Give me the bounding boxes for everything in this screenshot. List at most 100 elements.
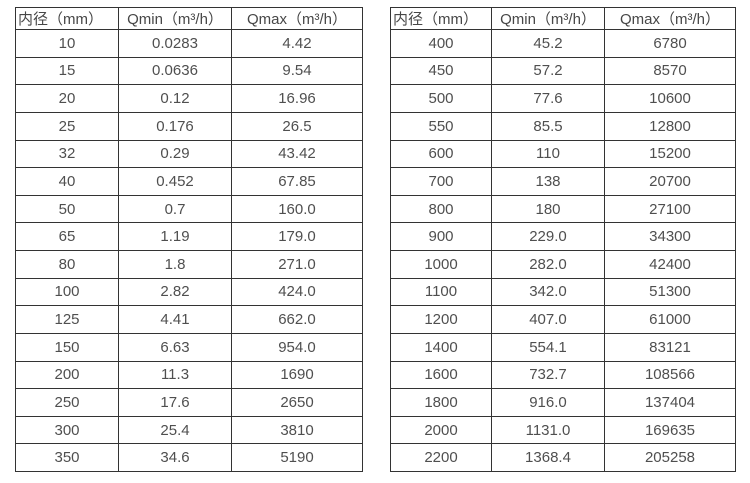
table-cell: 8570 xyxy=(604,56,736,86)
column-header-diameter: 内径（mm） xyxy=(390,7,492,30)
table-row: 40 0.452 67.85 xyxy=(15,167,363,196)
table-cell: 1100 xyxy=(390,277,492,307)
table-cell: 51300 xyxy=(604,277,736,307)
table-cell: 954.0 xyxy=(231,332,363,362)
table-cell: 271.0 xyxy=(231,250,363,279)
table-cell: 407.0 xyxy=(491,305,605,334)
table-cell: 6.63 xyxy=(118,332,232,362)
table-row: 300 25.4 3810 xyxy=(15,415,363,445)
table-cell: 20700 xyxy=(604,167,736,196)
table-row: 200 11.3 1690 xyxy=(15,360,363,390)
table-cell: 43.42 xyxy=(231,139,363,169)
table-cell: 61000 xyxy=(604,305,736,334)
table-cell: 1200 xyxy=(390,305,492,334)
table-cell: 2200 xyxy=(390,443,492,472)
table-cell: 400 xyxy=(390,29,492,58)
table-cell: 11.3 xyxy=(118,360,232,390)
table-cell: 150 xyxy=(15,332,119,362)
table-row: 450 57.2 8570 xyxy=(390,56,736,86)
flow-table-large-diameters: 内径（mm） Qmin（m³/h） Qmax（m³/h） 400 45.2 6780… xyxy=(390,7,736,472)
table-cell: 0.0636 xyxy=(118,56,232,86)
table-cell: 67.85 xyxy=(231,167,363,196)
table-cell: 32 xyxy=(15,139,119,169)
table-row: 1100 342.0 51300 xyxy=(390,277,736,307)
table-row: 150 6.63 954.0 xyxy=(15,332,363,362)
table-cell: 2000 xyxy=(390,415,492,445)
table-cell: 1400 xyxy=(390,332,492,362)
table-row: 50 0.7 160.0 xyxy=(15,194,363,224)
table-cell: 662.0 xyxy=(231,305,363,334)
table-cell: 26.5 xyxy=(231,111,363,141)
table-cell: 500 xyxy=(390,84,492,113)
table-cell: 80 xyxy=(15,250,119,279)
table-cell: 45.2 xyxy=(491,29,605,58)
table-cell: 0.452 xyxy=(118,167,232,196)
table-row: 80 1.8 271.0 xyxy=(15,250,363,279)
table-header-row: 内径（mm） Qmin（m³/h） Qmax（m³/h） xyxy=(15,7,363,30)
table-cell: 2650 xyxy=(231,388,363,417)
table-row: 1000 282.0 42400 xyxy=(390,250,736,279)
table-cell: 27100 xyxy=(604,194,736,224)
table-cell: 554.1 xyxy=(491,332,605,362)
table-cell: 600 xyxy=(390,139,492,169)
table-cell: 40 xyxy=(15,167,119,196)
table-cell: 34.6 xyxy=(118,443,232,472)
table-cell: 700 xyxy=(390,167,492,196)
table-cell: 15200 xyxy=(604,139,736,169)
flow-table-small-diameters: 内径（mm） Qmin（m³/h） Qmax（m³/h） 10 0.0283 4.4… xyxy=(15,7,363,472)
table-cell: 83121 xyxy=(604,332,736,362)
table-cell: 0.29 xyxy=(118,139,232,169)
table-row: 100 2.82 424.0 xyxy=(15,277,363,307)
table-cell: 800 xyxy=(390,194,492,224)
table-cell: 50 xyxy=(15,194,119,224)
column-header-diameter: 内径（mm） xyxy=(15,7,119,30)
table-cell: 1600 xyxy=(390,360,492,390)
table-row: 700 138 20700 xyxy=(390,167,736,196)
table-cell: 229.0 xyxy=(491,222,605,251)
table-cell: 137404 xyxy=(604,388,736,417)
table-row: 20 0.12 16.96 xyxy=(15,84,363,113)
table-cell: 17.6 xyxy=(118,388,232,417)
table-row: 10 0.0283 4.42 xyxy=(15,29,363,58)
table-cell: 34300 xyxy=(604,222,736,251)
table-cell: 16.96 xyxy=(231,84,363,113)
table-cell: 0.0283 xyxy=(118,29,232,58)
table-cell: 169635 xyxy=(604,415,736,445)
table-row: 550 85.5 12800 xyxy=(390,111,736,141)
table-cell: 1.19 xyxy=(118,222,232,251)
table-cell: 42400 xyxy=(604,250,736,279)
table-cell: 1800 xyxy=(390,388,492,417)
table-cell: 100 xyxy=(15,277,119,307)
table-cell: 108566 xyxy=(604,360,736,390)
table-cell: 12800 xyxy=(604,111,736,141)
table-cell: 180 xyxy=(491,194,605,224)
table-cell: 85.5 xyxy=(491,111,605,141)
table-row: 2200 1368.4 205258 xyxy=(390,443,736,472)
table-cell: 9.54 xyxy=(231,56,363,86)
table-cell: 15 xyxy=(15,56,119,86)
table-cell: 342.0 xyxy=(491,277,605,307)
column-header-qmin: Qmin（m³/h） xyxy=(491,7,605,30)
table-cell: 125 xyxy=(15,305,119,334)
table-row: 900 229.0 34300 xyxy=(390,222,736,251)
table-cell: 4.42 xyxy=(231,29,363,58)
table-cell: 77.6 xyxy=(491,84,605,113)
table-cell: 138 xyxy=(491,167,605,196)
table-cell: 25.4 xyxy=(118,415,232,445)
table-cell: 0.7 xyxy=(118,194,232,224)
table-row: 600 110 15200 xyxy=(390,139,736,169)
table-cell: 900 xyxy=(390,222,492,251)
table-cell: 916.0 xyxy=(491,388,605,417)
table-cell: 179.0 xyxy=(231,222,363,251)
table-cell: 65 xyxy=(15,222,119,251)
table-cell: 282.0 xyxy=(491,250,605,279)
table-row: 400 45.2 6780 xyxy=(390,29,736,58)
table-cell: 350 xyxy=(15,443,119,472)
table-row: 15 0.0636 9.54 xyxy=(15,56,363,86)
table-cell: 1000 xyxy=(390,250,492,279)
table-cell: 5190 xyxy=(231,443,363,472)
column-header-qmax: Qmax（m³/h） xyxy=(231,7,363,30)
table-cell: 0.176 xyxy=(118,111,232,141)
table-cell: 10 xyxy=(15,29,119,58)
